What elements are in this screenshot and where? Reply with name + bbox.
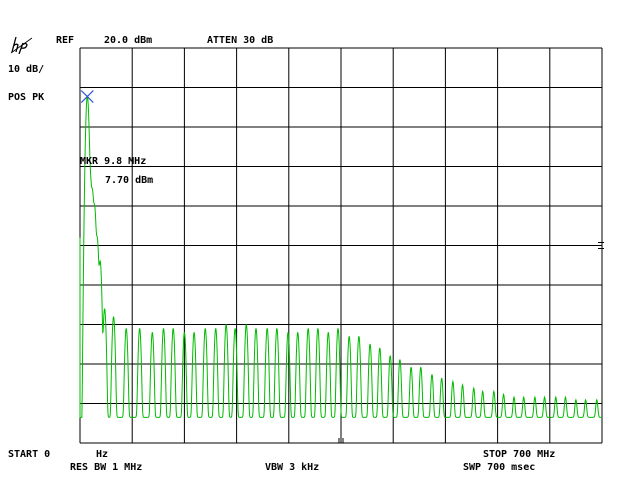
graticule [79,47,603,444]
ref-label: REF [56,35,75,46]
start-frequency-unit: Hz [96,449,109,460]
marker-x-icon [80,90,94,104]
spectrum-trace [79,94,602,418]
start-frequency-label: START 0 [8,449,51,460]
detector-mode-label: POS PK [8,92,45,103]
resolution-bandwidth-label: RES BW 1 MHz [70,462,143,473]
marker-frequency-readout: MKR 9.8 MHz [80,156,147,167]
marker-amplitude-readout: 7.70 dBm [105,175,154,186]
hp-logo-icon [10,36,33,54]
tick-marks [338,242,604,443]
video-bandwidth-label: VBW 3 kHz [265,462,320,473]
attenuation-label: ATTEN 30 dB [207,35,274,46]
scale-label: 10 dB/ [8,64,45,75]
ref-level-value: 20.0 dBm [104,35,153,46]
stop-frequency-label: STOP 700 MHz [483,449,556,460]
sweep-time-label: SWP 700 msec [463,462,536,473]
